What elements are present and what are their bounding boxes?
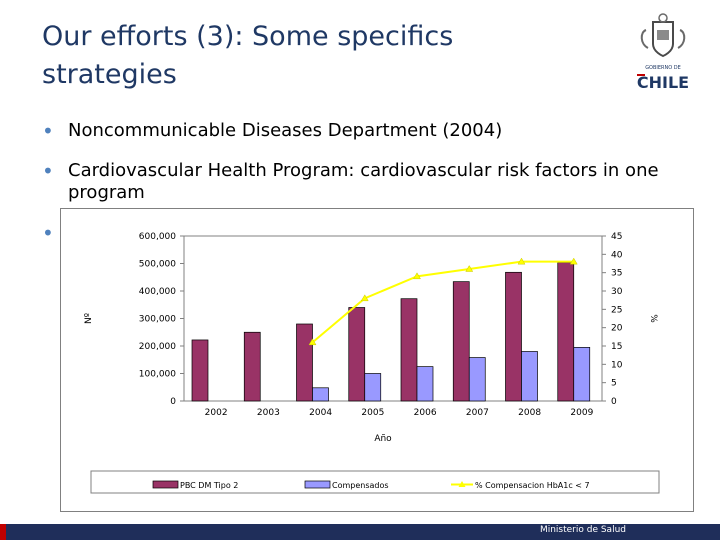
right-tick-label: 10 — [611, 360, 623, 370]
legend-marker-compensacion — [458, 481, 466, 487]
left-tick-label: 600,000 — [139, 232, 176, 242]
bar-pbc-dm-tipo-2 — [557, 262, 575, 402]
footer-accent — [0, 524, 6, 540]
bar-compensados — [416, 366, 434, 402]
footer-bar — [0, 524, 720, 540]
page-title: Our efforts (3): Some specifics strategi… — [42, 21, 454, 90]
line-point-compensacion — [517, 257, 526, 265]
right-tick-label: 15 — [611, 342, 622, 352]
legend-label: PBC DM Tipo 2 — [180, 481, 238, 490]
x-tick-label: 2003 — [257, 408, 280, 418]
x-tick-label: 2009 — [570, 408, 593, 418]
legend-label: % Compensacion HbA1c < 7 — [475, 481, 590, 490]
right-tick-label: 35 — [611, 269, 622, 279]
legend-label: Compensados — [332, 481, 389, 490]
right-tick-label: 40 — [611, 250, 623, 260]
x-tick-label: 2005 — [361, 408, 384, 418]
line-point-compensacion — [413, 272, 421, 280]
bullet-dot-icon: • — [42, 159, 54, 183]
bar-compensados — [468, 357, 486, 402]
left-tick-label: 400,000 — [139, 287, 176, 297]
bullet-text: Noncommunicable Diseases Department (200… — [68, 120, 503, 141]
line-point-compensacion — [465, 265, 474, 272]
logo-red-accent — [637, 74, 645, 76]
bullet-dot-icon: • — [42, 119, 54, 143]
legend-swatch-compensados — [304, 480, 331, 489]
legend-box — [90, 470, 660, 494]
footer-text: Ministerio de Salud — [539, 525, 626, 535]
coat-of-arms-icon — [640, 13, 686, 58]
x-axis-title: Año — [374, 434, 392, 444]
bar-compensados — [573, 347, 591, 402]
logo-name: CHILE — [637, 73, 689, 92]
line-point-compensacion — [569, 257, 578, 265]
bullet-item: • Cardiovascular Health Program: cardiov… — [42, 160, 682, 204]
bullet-item: • Noncommunicable Diseases Department (2… — [42, 120, 682, 142]
left-tick-label: 100,000 — [139, 370, 176, 380]
bar-pbc-dm-tipo-2 — [296, 323, 313, 402]
line-point-compensacion — [360, 294, 369, 302]
legend-swatch-pbc — [152, 480, 179, 489]
right-tick-label: 0 — [611, 397, 617, 407]
right-tick-label: 5 — [611, 379, 617, 389]
left-tick-label: 500,000 — [139, 260, 176, 270]
bar-compensados — [312, 387, 329, 402]
bar-pbc-dm-tipo-2 — [452, 281, 470, 402]
right-tick-label: 30 — [611, 287, 623, 297]
chart-container: 0 100,000 200,000 300,000 400,000 500,000 600,… — [60, 208, 694, 512]
logo-top-text: GOBIERNO DE — [645, 65, 681, 71]
bullet-text: Cardiovascular Health Program: cardiovas… — [68, 160, 659, 203]
bar-pbc-dm-tipo-2 — [400, 298, 418, 402]
left-axis-title: Nº — [84, 313, 94, 324]
x-tick-label: 2006 — [414, 408, 437, 418]
chile-government-logo: GOBIERNO DE CHILE — [637, 13, 689, 92]
combo-chart: 0 100,000 200,000 300,000 400,000 500,000 600,… — [84, 232, 660, 494]
bar-compensados — [364, 373, 382, 402]
bar-compensados — [521, 351, 538, 402]
line-compensacion — [311, 260, 574, 344]
bullet-list: • Noncommunicable Diseases Department (2… — [42, 120, 682, 244]
left-tick-label: 0 — [170, 397, 176, 407]
right-tick-label: 20 — [611, 324, 623, 334]
left-tick-label: 200,000 — [139, 342, 176, 352]
bar-pbc-dm-tipo-2 — [348, 307, 366, 402]
bullet-dot-icon: • — [42, 221, 54, 245]
left-tick-label: 300,000 — [139, 315, 176, 325]
right-tick-label: 25 — [611, 305, 622, 315]
right-axis-title: % — [648, 314, 658, 323]
x-tick-label: 2007 — [466, 408, 489, 418]
right-tick-label: 45 — [611, 232, 622, 242]
x-tick-label: 2008 — [518, 408, 541, 418]
line-point-compensacion — [308, 338, 317, 346]
x-tick-label: 2004 — [309, 408, 332, 418]
bar-pbc-dm-tipo-2 — [505, 271, 522, 402]
bar-pbc-dm-tipo-2 — [243, 331, 261, 402]
bar-pbc-dm-tipo-2 — [191, 339, 209, 402]
x-tick-label: 2002 — [205, 408, 228, 418]
